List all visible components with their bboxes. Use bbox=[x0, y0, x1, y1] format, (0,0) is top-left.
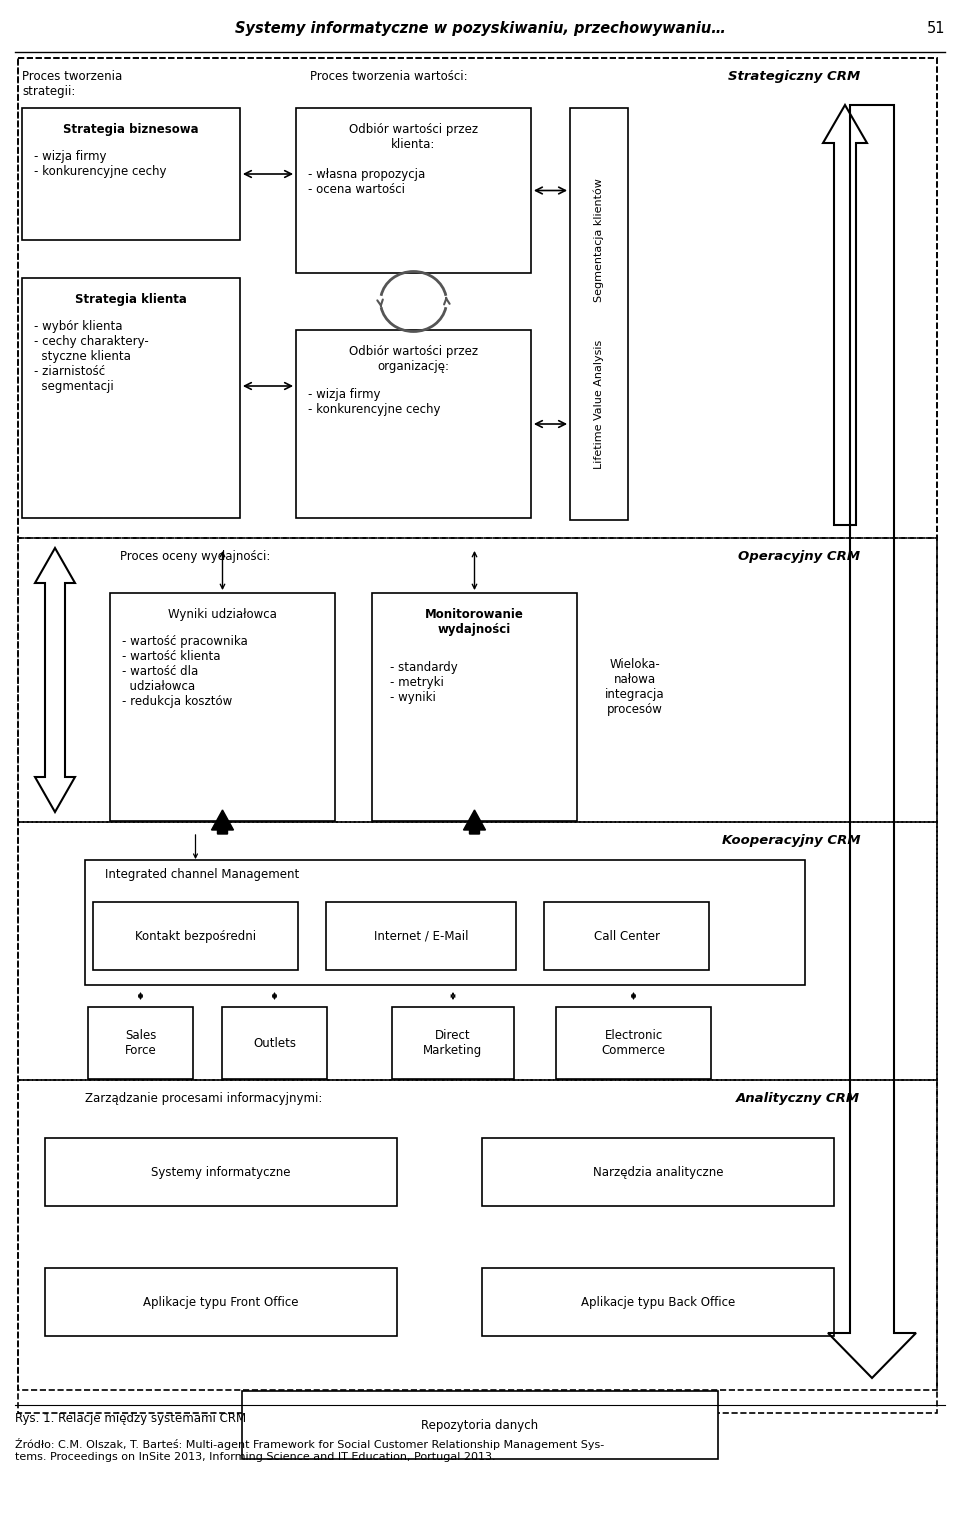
Bar bbox=[45, 1268, 397, 1336]
Text: Electronic
Commerce: Electronic Commerce bbox=[602, 1029, 665, 1057]
Text: Strategia biznesowa: Strategia biznesowa bbox=[63, 122, 199, 136]
Bar bbox=[544, 902, 709, 969]
Text: Systemy informatyczne: Systemy informatyczne bbox=[152, 1165, 291, 1179]
Text: Narzędzia analityczne: Narzędzia analityczne bbox=[592, 1165, 723, 1179]
Bar bbox=[482, 1138, 834, 1206]
Bar bbox=[242, 1391, 718, 1459]
Text: Internet / E-Mail: Internet / E-Mail bbox=[373, 930, 468, 942]
Text: Proces oceny wydajności:: Proces oceny wydajności: bbox=[120, 550, 271, 563]
Text: - własna propozycja
- ocena wartości: - własna propozycja - ocena wartości bbox=[308, 168, 425, 196]
Text: Call Center: Call Center bbox=[593, 930, 660, 942]
Bar bbox=[392, 1008, 514, 1079]
Bar bbox=[45, 1138, 397, 1206]
Bar bbox=[22, 278, 240, 518]
Text: Proces tworzenia
strategii:: Proces tworzenia strategii: bbox=[22, 70, 122, 98]
Bar bbox=[326, 902, 516, 969]
Bar bbox=[88, 1008, 193, 1079]
FancyArrow shape bbox=[464, 810, 486, 833]
Bar bbox=[110, 593, 335, 821]
Text: 51: 51 bbox=[926, 20, 945, 35]
Text: Operacyjny CRM: Operacyjny CRM bbox=[738, 550, 860, 563]
Text: Zarządzanie procesami informacyjnymi:: Zarządzanie procesami informacyjnymi: bbox=[85, 1092, 323, 1105]
Text: Analityczny CRM: Analityczny CRM bbox=[736, 1092, 860, 1105]
Bar bbox=[482, 1268, 834, 1336]
Bar bbox=[18, 538, 937, 823]
Bar bbox=[22, 109, 240, 240]
Text: Strategiczny CRM: Strategiczny CRM bbox=[728, 70, 860, 83]
Bar bbox=[372, 593, 577, 821]
Text: - wartość pracownika
- wartość klienta
- wartość dla
  udziałowca
- redukcja kos: - wartość pracownika - wartość klienta -… bbox=[122, 635, 248, 708]
Text: Repozytoria danych: Repozytoria danych bbox=[421, 1419, 539, 1431]
Bar bbox=[18, 58, 937, 538]
Text: Kooperacyjny CRM: Kooperacyjny CRM bbox=[722, 833, 860, 847]
Text: Lifetime Value Analysis: Lifetime Value Analysis bbox=[594, 339, 604, 469]
Text: Kontakt bezpośredni: Kontakt bezpośredni bbox=[135, 930, 256, 942]
Text: Proces tworzenia wartości:: Proces tworzenia wartości: bbox=[310, 70, 468, 83]
Bar bbox=[296, 109, 531, 274]
Text: Strategia klienta: Strategia klienta bbox=[75, 294, 187, 306]
Text: Systemy informatyczne w pozyskiwaniu, przechowywaniu…: Systemy informatyczne w pozyskiwaniu, pr… bbox=[234, 20, 726, 35]
Text: - wizja firmy
- konkurencyjne cechy: - wizja firmy - konkurencyjne cechy bbox=[34, 150, 166, 177]
Bar bbox=[570, 109, 628, 520]
Text: - wybór klienta
- cechy charaktery-
  styczne klienta
- ziarnistość
  segmentacj: - wybór klienta - cechy charaktery- styc… bbox=[34, 320, 149, 393]
Bar bbox=[296, 330, 531, 518]
FancyArrow shape bbox=[211, 810, 233, 833]
Text: Aplikacje typu Back Office: Aplikacje typu Back Office bbox=[581, 1295, 735, 1309]
Text: Odbiór wartości przez
klienta:: Odbiór wartości przez klienta: bbox=[348, 122, 478, 151]
Text: Wieloka-
nałowa
integracja
procesów: Wieloka- nałowa integracja procesów bbox=[605, 657, 665, 716]
Text: Outlets: Outlets bbox=[253, 1037, 296, 1049]
Text: Segmentacja klientów: Segmentacja klientów bbox=[593, 177, 604, 301]
Text: Aplikacje typu Front Office: Aplikacje typu Front Office bbox=[143, 1295, 299, 1309]
Bar bbox=[93, 902, 298, 969]
Text: Integrated channel Management: Integrated channel Management bbox=[105, 868, 300, 881]
Bar bbox=[556, 1008, 711, 1079]
Bar bbox=[222, 1008, 327, 1079]
Text: Wyniki udziałowca: Wyniki udziałowca bbox=[168, 609, 276, 621]
Text: Rys. 1. Relacje między systemami CRM: Rys. 1. Relacje między systemami CRM bbox=[15, 1411, 246, 1425]
Text: - standardy
- metryki
- wyniki: - standardy - metryki - wyniki bbox=[390, 661, 458, 703]
Text: Źródło: C.M. Olszak, T. Barteś: Multi-agent Framework for Social Customer Relati: Źródło: C.M. Olszak, T. Barteś: Multi-ag… bbox=[15, 1437, 604, 1462]
Text: Sales
Force: Sales Force bbox=[125, 1029, 156, 1057]
Bar bbox=[85, 859, 805, 985]
Text: Direct
Marketing: Direct Marketing bbox=[423, 1029, 483, 1057]
Bar bbox=[18, 58, 937, 1413]
Text: Odbiór wartości przez
organizację:: Odbiór wartości przez organizację: bbox=[348, 346, 478, 373]
Text: Monitorowanie
wydajności: Monitorowanie wydajności bbox=[425, 609, 524, 636]
Bar bbox=[18, 823, 937, 1079]
Text: - wizja firmy
- konkurencyjne cechy: - wizja firmy - konkurencyjne cechy bbox=[308, 388, 441, 416]
Bar bbox=[18, 1079, 937, 1390]
